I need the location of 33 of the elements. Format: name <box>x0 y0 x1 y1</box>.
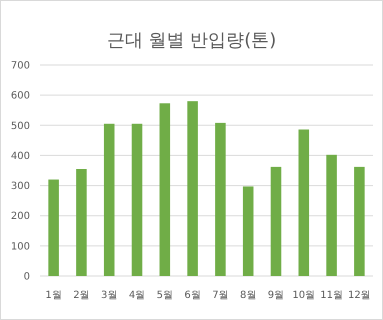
bar <box>187 101 198 276</box>
bar <box>354 166 365 276</box>
bar <box>76 168 87 276</box>
x-tick-label: 8월 <box>240 290 256 301</box>
y-tick-label: 200 <box>10 211 30 222</box>
y-tick-label: 400 <box>10 150 30 162</box>
x-tick-label: 5월 <box>156 290 173 301</box>
x-tick-label: 6월 <box>184 290 201 301</box>
bar <box>160 103 170 276</box>
bar <box>326 154 337 276</box>
y-tick-label: 700 <box>10 60 30 72</box>
y-tick-label: 100 <box>10 241 30 252</box>
y-tick-label: 500 <box>10 120 30 132</box>
x-tick-label: 10월 <box>292 290 316 301</box>
bar <box>215 122 226 276</box>
bar <box>242 186 254 276</box>
x-tick-label: 4월 <box>128 290 146 301</box>
bar <box>104 124 114 276</box>
bar <box>298 130 310 276</box>
x-tick-label: 12월 <box>348 290 371 301</box>
x-tick-label: 7월 <box>212 290 229 301</box>
y-tick-label: 300 <box>10 181 30 192</box>
x-tick-label: 2월 <box>73 290 90 301</box>
y-tick-label: 600 <box>10 90 30 102</box>
x-tick-label: 11월 <box>320 290 343 301</box>
x-tick-label: 3월 <box>101 290 118 301</box>
y-tick-label: 0 <box>24 272 30 282</box>
x-tick-label: 9월 <box>268 290 284 301</box>
bar <box>270 166 282 276</box>
x-tick-label: 1월 <box>45 290 62 301</box>
chart-title: 근대 월별 반입량(톤) <box>106 30 276 51</box>
bar <box>48 180 59 276</box>
bar <box>132 124 142 276</box>
